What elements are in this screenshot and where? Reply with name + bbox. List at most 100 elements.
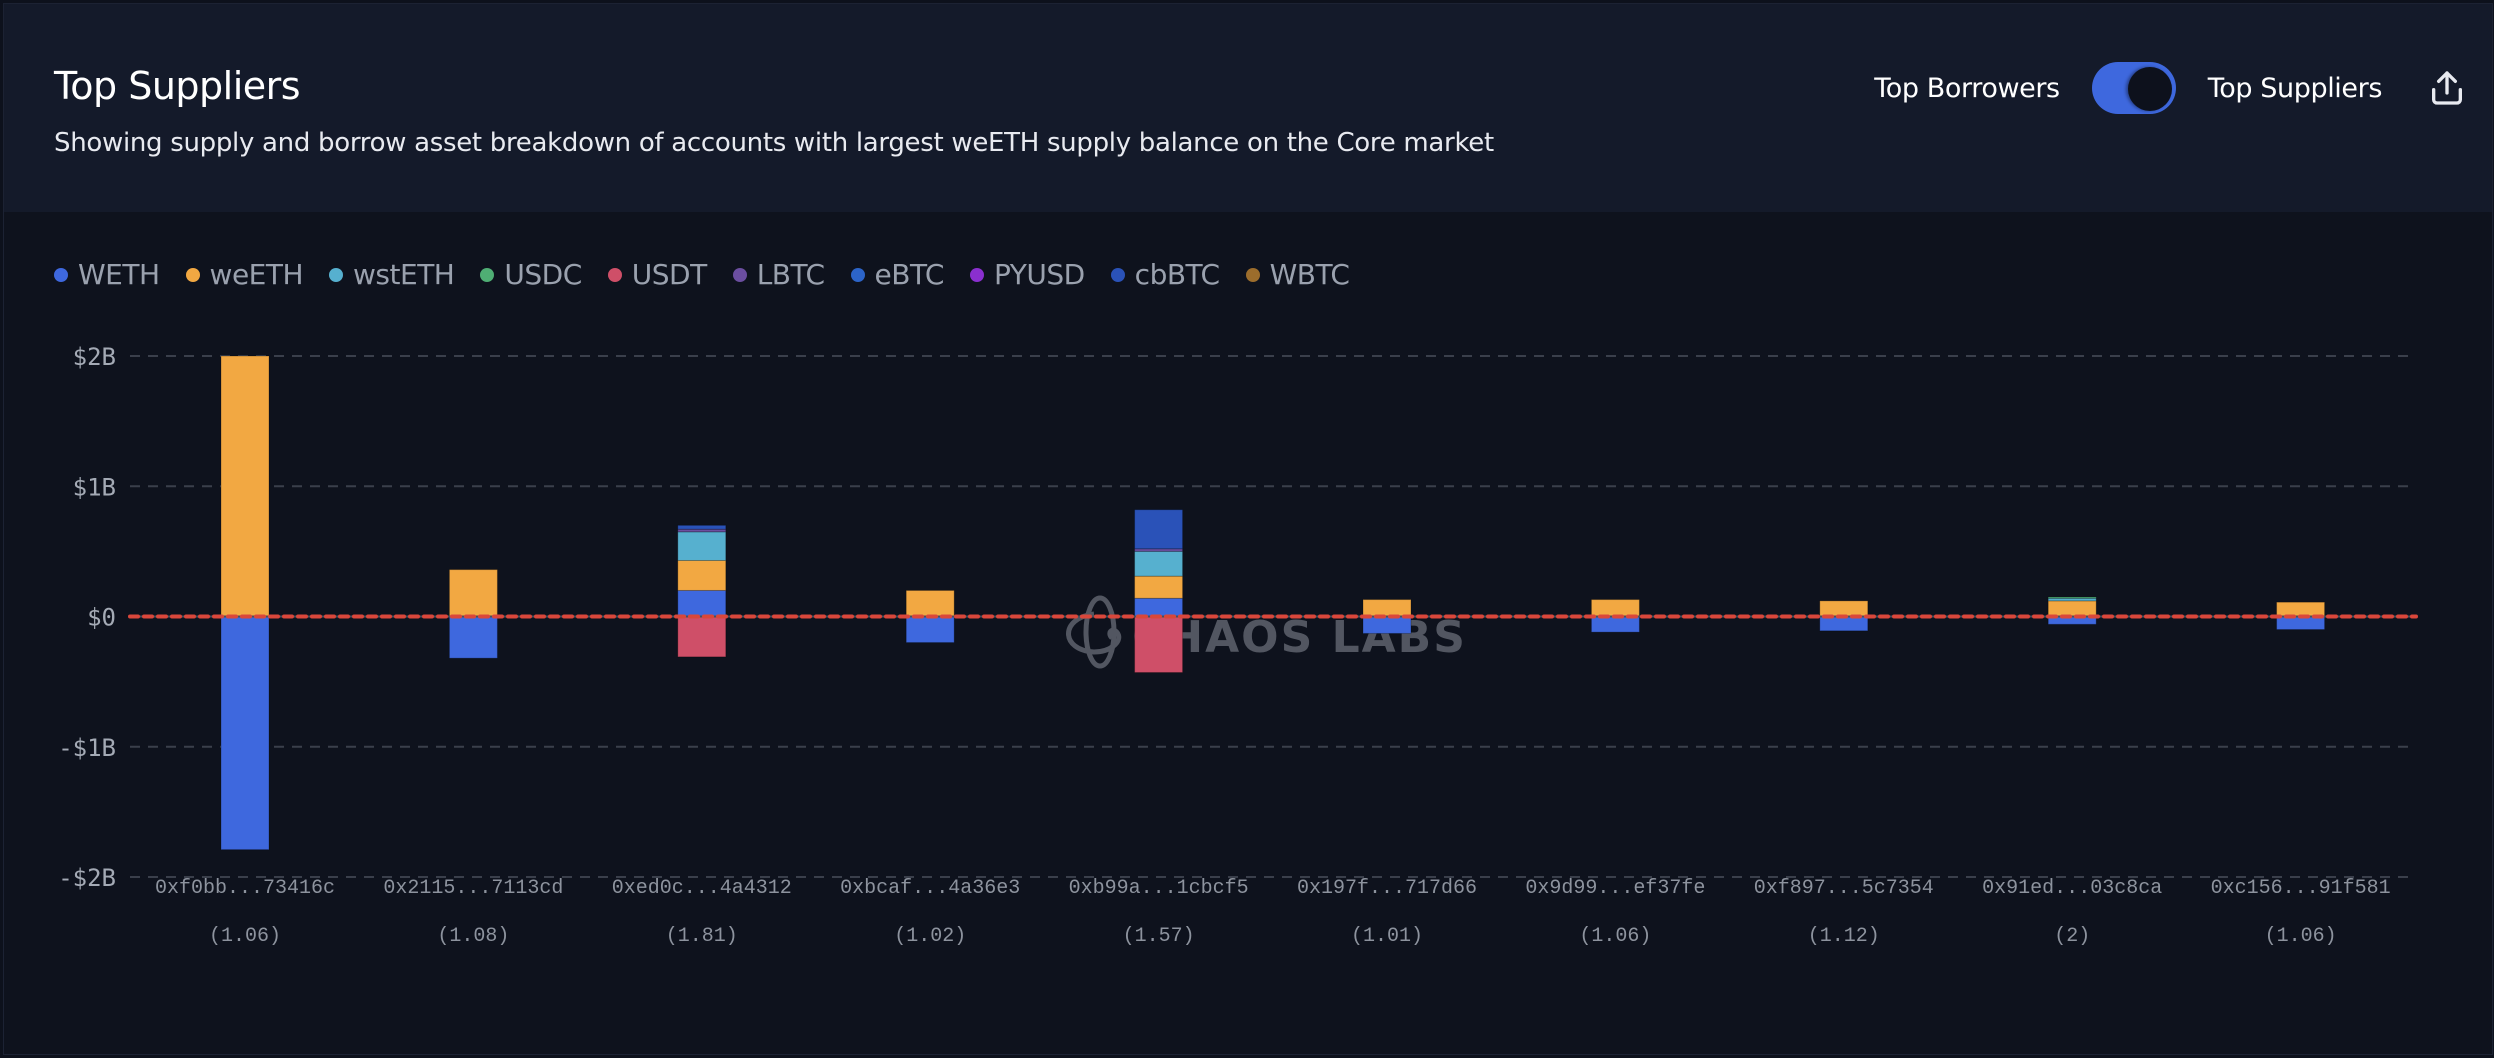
x-tick-label: 0xbcaf...4a36e3 <box>840 877 1020 900</box>
legend-label: LBTC <box>756 258 825 291</box>
bar-segment-weeth <box>1362 599 1412 618</box>
legend-item-ebtc[interactable]: eBTC <box>850 258 945 291</box>
legend-item-lbtc[interactable]: LBTC <box>732 258 825 291</box>
legend-label: WETH <box>78 258 160 291</box>
chaos-labs-logo-icon <box>1066 595 1122 669</box>
bar-segment-weth <box>448 616 498 659</box>
bar-segment-usdc <box>2047 596 2097 599</box>
bar-segment-weeth <box>220 355 270 617</box>
bar-segment-weeth <box>2047 600 2097 617</box>
legend-dot-icon <box>1110 267 1125 282</box>
legend-item-usdt[interactable]: USDT <box>607 258 707 291</box>
legend-label: cbBTC <box>1134 258 1220 291</box>
legend-item-wbtc[interactable]: WBTC <box>1245 258 1350 291</box>
x-tick-label: 0x91ed...03c8ca <box>1982 877 2162 900</box>
x-tick-label: 0x2115...7113cd <box>383 877 563 900</box>
legend-dot-icon <box>732 267 747 282</box>
legend-dot-icon <box>1245 267 1260 282</box>
top-suppliers-label[interactable]: Top Suppliers <box>2207 72 2383 104</box>
bar-segment-weth <box>2276 616 2326 631</box>
bar-segment-weth <box>1819 616 1869 632</box>
x-tick-label: 0xf0bb...73416c <box>155 877 335 900</box>
health-factor-label: (1.12) <box>1808 925 1880 948</box>
bar-segment-usdt <box>1134 616 1184 674</box>
health-factor-label: (1.06) <box>1579 925 1651 948</box>
legend-dot-icon <box>480 267 495 282</box>
bar-segment-weth <box>1134 597 1184 618</box>
legend-label: PYUSD <box>993 258 1085 291</box>
export-button[interactable] <box>2422 63 2472 113</box>
bar-segment-weeth <box>1590 599 1640 618</box>
y-tick-label: $0 <box>87 604 116 632</box>
health-factor-label: (1.08) <box>437 925 509 948</box>
legend-item-cbbtc[interactable]: cbBTC <box>1110 258 1220 291</box>
top-borrowers-label[interactable]: Top Borrowers <box>1874 72 2060 104</box>
health-factor-label: (2) <box>2054 925 2090 948</box>
bar-segment-weth <box>677 589 727 618</box>
card-header: Top Suppliers Showing supply and borrow … <box>4 4 2492 212</box>
health-factor-label: (1.02) <box>894 925 966 948</box>
health-factor-label: (1.57) <box>1123 925 1195 948</box>
page-subtitle: Showing supply and borrow asset breakdow… <box>54 128 1494 158</box>
x-tick-label: 0xc156...91f581 <box>2211 877 2391 900</box>
bar-segment-weeth <box>905 589 955 618</box>
legend-label: eBTC <box>874 258 945 291</box>
legend-dot-icon <box>329 267 344 282</box>
x-tick-label: 0xed0c...4a4312 <box>612 877 792 900</box>
legend-label: USDT <box>631 258 707 291</box>
bar-segment-weth <box>905 616 955 644</box>
bar-segment-weth <box>1590 616 1640 633</box>
health-factor-label: (1.01) <box>1351 925 1423 948</box>
watermark: CHAOS LABS <box>1066 595 1467 669</box>
bars-layer <box>220 355 2326 851</box>
legend-label: weETH <box>209 258 304 291</box>
bar-segment-weeth <box>448 569 498 617</box>
bar-segment-weth <box>220 616 270 851</box>
bar-segment-weeth <box>1134 575 1184 599</box>
legend-item-wsteth[interactable]: wstETH <box>329 258 455 291</box>
grid-layer: $2B $1B $0 -$1B -$2B <box>58 343 2416 892</box>
legend-label: WBTC <box>1269 258 1350 291</box>
y-tick-label: $1B <box>73 473 116 501</box>
bar-segment-wsteth <box>677 531 727 561</box>
bar-segment-usdt <box>677 616 727 658</box>
legend-item-usdc[interactable]: USDC <box>480 258 582 291</box>
legend-dot-icon <box>54 267 68 282</box>
top-suppliers-card: Top Suppliers Showing supply and borrow … <box>3 3 2493 1055</box>
legend-dot-icon <box>607 267 622 282</box>
health-factor-label: (1.81) <box>666 925 738 948</box>
legend-dot-icon <box>185 267 200 282</box>
bar-segment-lbtc <box>677 528 727 533</box>
y-tick-label: -$1B <box>58 734 116 762</box>
watermark-text: CHAOS LABS <box>1132 612 1467 663</box>
x-tick-label: 0xb99a...1cbcf5 <box>1069 877 1249 900</box>
legend-dot-icon <box>969 267 984 282</box>
bar-segment-lbtc <box>1134 548 1184 552</box>
chart-legend: WETH weETH wstETH USDC USDT LBTC eBTC PYUSD cbBT… <box>54 258 1375 291</box>
x-tick-label: 0x197f...717d66 <box>1297 877 1477 900</box>
legend-label: USDC <box>504 258 582 291</box>
legend-dot-icon <box>850 267 865 282</box>
legend-item-weth[interactable]: WETH <box>54 258 160 291</box>
legend-label: wstETH <box>353 258 455 291</box>
y-tick-label: $2B <box>73 343 116 371</box>
toggle-knob <box>2127 67 2172 111</box>
share-upload-icon <box>2432 71 2462 105</box>
labels-layer: 0xf0bb...73416c (1.06) 0x2115...7113cd (1.0… <box>155 877 2391 948</box>
bar-segment-wsteth <box>1134 550 1184 577</box>
borrowers-suppliers-toggle[interactable] <box>2091 62 2176 114</box>
bar-segment-wsteth <box>2047 597 2097 602</box>
bar-segment-weeth <box>1819 600 1869 617</box>
bar-segment-weeth <box>2276 601 2326 617</box>
bar-segment-weeth <box>677 559 727 591</box>
x-tick-label: 0xf897...5c7354 <box>1754 877 1934 900</box>
x-tick-label: 0x9d99...ef37fe <box>1525 877 1705 900</box>
page-title: Top Suppliers <box>54 64 301 108</box>
legend-item-pyusd[interactable]: PYUSD <box>969 258 1085 291</box>
bar-segment-weth <box>1362 616 1412 634</box>
legend-item-weeth[interactable]: weETH <box>185 258 304 291</box>
health-factor-label: (1.06) <box>209 925 281 948</box>
bar-segment-cbbtc <box>1134 509 1184 550</box>
health-factor-label: (1.06) <box>2265 925 2337 948</box>
bar-segment-weth <box>2047 616 2097 625</box>
